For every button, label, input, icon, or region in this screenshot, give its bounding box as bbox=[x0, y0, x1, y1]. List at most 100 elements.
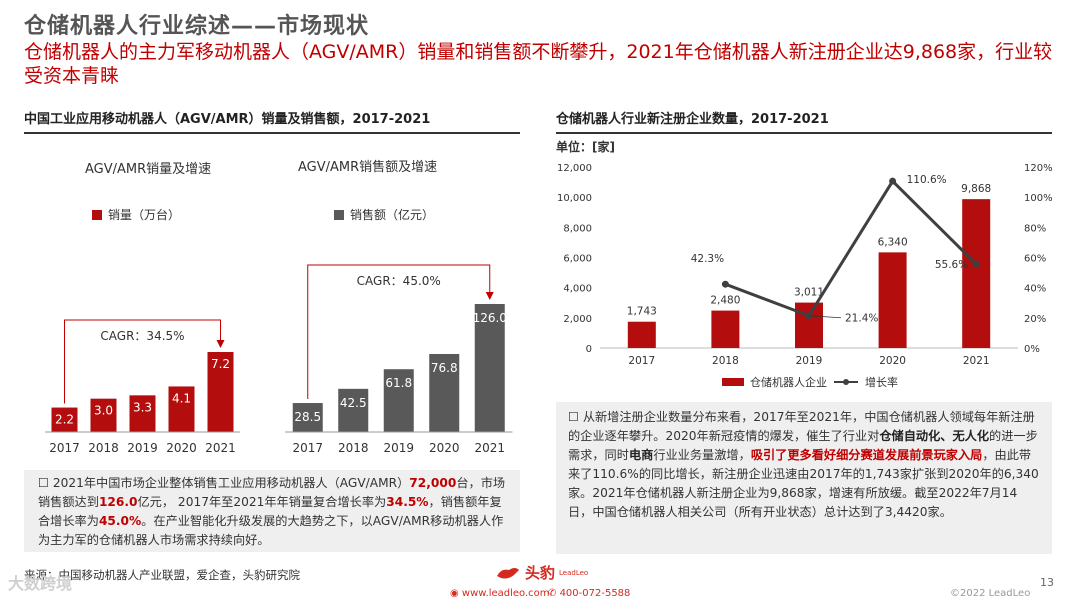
bar-label-c2: 126.0 bbox=[473, 311, 507, 325]
bar-c1-2018 bbox=[90, 398, 117, 432]
x-tick: 2019 bbox=[796, 355, 823, 367]
bar-label-c2: 76.8 bbox=[431, 361, 458, 375]
chart3-legend-line: 增长率 bbox=[865, 376, 898, 389]
bar-value-label: 6,340 bbox=[878, 236, 908, 248]
growth-point bbox=[721, 280, 729, 288]
bar-value-label: 9,868 bbox=[961, 183, 991, 195]
cagr-arrow-icon bbox=[485, 292, 494, 300]
y-right-tick: 60% bbox=[1024, 254, 1046, 265]
bar-value-label: 3,011 bbox=[794, 287, 824, 299]
bar-value-label: 1,743 bbox=[627, 306, 657, 318]
growth-label: 55.6% bbox=[935, 259, 968, 271]
watermark: 大数跨境 bbox=[8, 574, 73, 593]
bar-c2-2020 bbox=[429, 353, 460, 432]
x-tick: 2020 bbox=[879, 355, 906, 367]
y-left-tick: 10,000 bbox=[557, 193, 592, 204]
cagr-label-c1: CAGR：34.5% bbox=[100, 329, 184, 343]
bullet-icon: ☐ bbox=[568, 410, 583, 424]
bar-label-c1: 3.3 bbox=[133, 400, 152, 414]
cagr-bracket-c2 bbox=[307, 264, 491, 400]
y-right-tick: 40% bbox=[1024, 284, 1046, 295]
brand-logo: 头豹 LeadLeo bbox=[495, 562, 588, 583]
legend-swatch bbox=[334, 209, 344, 220]
growth-point bbox=[805, 312, 813, 320]
growth-label: 110.6% bbox=[907, 174, 947, 186]
y-right-tick: 100% bbox=[1024, 193, 1053, 204]
unit-label: 单位：[家] bbox=[556, 140, 615, 154]
y-right-tick: 20% bbox=[1024, 314, 1046, 325]
leopard-icon bbox=[497, 567, 519, 578]
x-tick-c2: 2020 bbox=[429, 441, 460, 455]
x-tick-c2: 2017 bbox=[292, 441, 323, 455]
y-left-tick: 4,000 bbox=[563, 284, 592, 295]
cagr-arrow-icon bbox=[216, 340, 225, 348]
bar-c2-2018 bbox=[338, 388, 369, 432]
brand-name: 头豹 bbox=[525, 564, 556, 582]
copyright: ©2022 LeadLeo bbox=[950, 588, 1031, 599]
bar-2017 bbox=[627, 321, 656, 348]
chart2-legend: 销售额（亿元） bbox=[334, 206, 434, 223]
right-text: 从新增注册企业数量分布来看，2017年至2021年，中国仓储机器人领域每年新注册… bbox=[568, 410, 1039, 519]
y-right-tick: 80% bbox=[1024, 223, 1046, 234]
phone-icon: ✆ bbox=[548, 588, 560, 599]
chart3-legend: 仓储机器人企业 增长率 bbox=[722, 374, 898, 390]
bar-c2-2021 bbox=[474, 304, 505, 432]
bar-c1-2021 bbox=[207, 352, 234, 432]
bar-label-c2: 28.5 bbox=[294, 410, 321, 424]
legend-swatch bbox=[92, 209, 102, 220]
y-left-tick: 8,000 bbox=[563, 223, 592, 234]
y-left-tick: 6,000 bbox=[563, 254, 592, 265]
x-tick: 2017 bbox=[628, 355, 655, 367]
growth-label-leader bbox=[808, 315, 842, 319]
bar-label-c1: 4.1 bbox=[172, 391, 191, 405]
bar-2020 bbox=[878, 252, 907, 348]
bar-c1-2019 bbox=[129, 395, 156, 432]
y-left-tick: 2,000 bbox=[563, 314, 592, 325]
bar-c1-2020 bbox=[168, 386, 195, 432]
bar-c1-2017 bbox=[51, 407, 78, 432]
y-left-tick: 0 bbox=[586, 344, 592, 355]
globe-icon: ◉ bbox=[450, 588, 462, 599]
bar-label-c1: 2.2 bbox=[55, 413, 74, 427]
x-tick-c1: 2019 bbox=[127, 441, 158, 455]
y-right-tick: 120% bbox=[1024, 163, 1053, 174]
left-text: 2021年中国市场企业整体销售工业应用移动机器人（AGV/AMR）72,000台… bbox=[38, 476, 506, 547]
chart1-legend: 销量（万台） bbox=[92, 206, 180, 223]
website-link[interactable]: ◉ www.leadleo.com bbox=[450, 588, 550, 599]
page-number: 13 bbox=[1040, 576, 1054, 589]
left-panel-heading: 中国工业应用移动机器人（AGV/AMR）销量及销售额，2017-2021 bbox=[24, 108, 520, 134]
chart2-title: AGV/AMR销售额及增速 bbox=[298, 160, 438, 175]
bar-label-c2: 42.5 bbox=[340, 396, 367, 410]
page-title: 仓储机器人行业综述——市场现状 bbox=[24, 14, 370, 39]
bar-2018 bbox=[711, 310, 740, 348]
x-tick-c1: 2017 bbox=[49, 441, 80, 455]
chart1-title: AGV/AMR销量及增速 bbox=[85, 162, 212, 177]
growth-point bbox=[972, 260, 980, 268]
bar-label-c2: 61.8 bbox=[385, 376, 412, 390]
bar-value-label: 2,480 bbox=[710, 295, 740, 307]
x-tick-c1: 2018 bbox=[88, 441, 119, 455]
chart3-legend-bar: 仓储机器人企业 bbox=[750, 376, 827, 389]
right-text-box: ☐ 从新增注册企业数量分布来看，2017年至2021年，中国仓储机器人领域每年新… bbox=[556, 402, 1052, 554]
right-panel-heading: 仓储机器人行业新注册企业数量，2017-2021 bbox=[556, 108, 1052, 134]
x-tick-c2: 2018 bbox=[338, 441, 369, 455]
x-tick-c1: 2020 bbox=[166, 441, 197, 455]
growth-label: 42.3% bbox=[691, 253, 724, 265]
x-tick: 2018 bbox=[712, 355, 739, 367]
x-tick-c2: 2019 bbox=[383, 441, 414, 455]
cagr-bracket-c1 bbox=[64, 319, 221, 404]
chart1-legend-label: 销量（万台） bbox=[108, 208, 181, 222]
legend-swatch-bar bbox=[722, 378, 744, 386]
bullet-icon: ☐ bbox=[38, 476, 53, 490]
brand-sub: LeadLeo bbox=[559, 568, 589, 577]
bar-label-c1: 7.2 bbox=[211, 357, 230, 371]
growth-point bbox=[889, 177, 897, 185]
source-note: 来源：中国移动机器人产业联盟，爱企查，头豹研究院 bbox=[24, 568, 300, 582]
bar-label-c1: 3.0 bbox=[94, 404, 113, 418]
phone-number: ✆ 400-072-5588 bbox=[548, 588, 631, 599]
y-right-tick: 0% bbox=[1024, 344, 1040, 355]
x-tick-c1: 2021 bbox=[205, 441, 236, 455]
bar-c2-2017 bbox=[292, 403, 323, 432]
x-tick: 2021 bbox=[963, 355, 990, 367]
growth-line bbox=[724, 178, 978, 318]
